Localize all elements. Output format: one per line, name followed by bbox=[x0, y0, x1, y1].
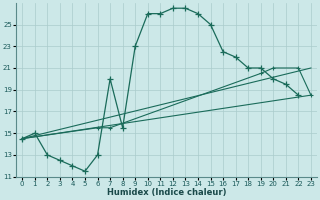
X-axis label: Humidex (Indice chaleur): Humidex (Indice chaleur) bbox=[107, 188, 226, 197]
